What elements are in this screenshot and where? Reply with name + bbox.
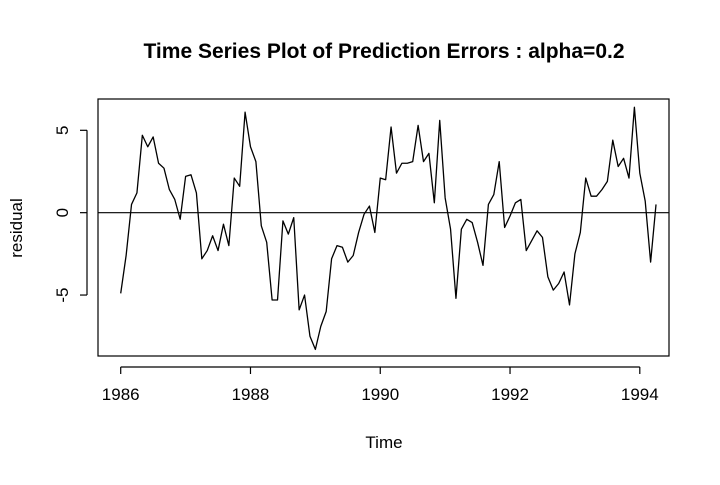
- x-tick-label: 1986: [102, 385, 140, 404]
- x-tick-label: 1994: [621, 385, 659, 404]
- y-axis: -5 0 5: [53, 126, 88, 303]
- y-tick-label: -5: [53, 287, 72, 302]
- plot-area-border: [97, 98, 670, 357]
- x-axis-label: Time: [365, 433, 402, 452]
- chart-title: Time Series Plot of Prediction Errors : …: [143, 40, 624, 63]
- x-tick-label: 1990: [361, 385, 399, 404]
- x-tick-label: 1992: [491, 385, 529, 404]
- x-tick-label: 1988: [232, 385, 270, 404]
- x-axis: 1986 1988 1990 1992 1994: [102, 366, 659, 404]
- y-tick-label: 0: [53, 208, 72, 217]
- y-axis-label: residual: [7, 198, 26, 258]
- residual-series-line: [120, 106, 657, 351]
- y-tick-label: 5: [53, 126, 72, 135]
